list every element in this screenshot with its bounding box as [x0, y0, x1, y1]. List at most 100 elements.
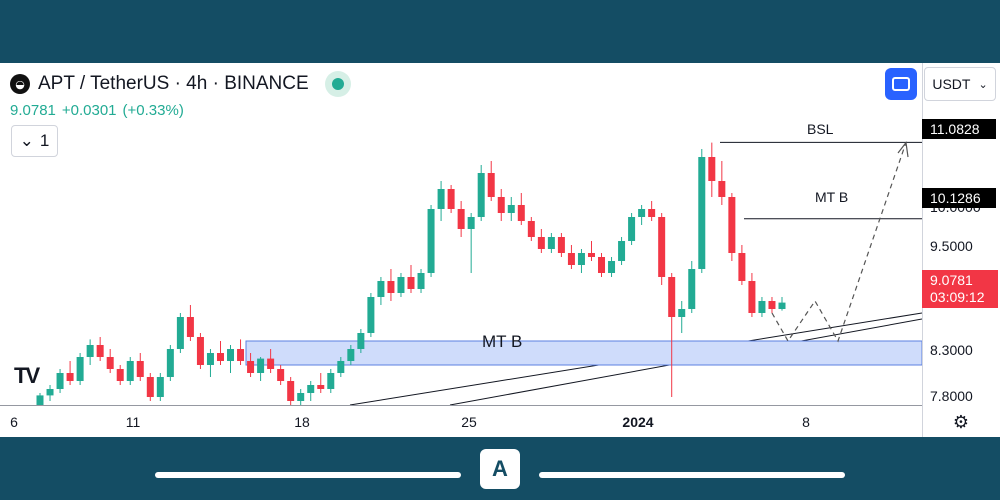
candle-body [638, 209, 646, 217]
candle-body [307, 385, 315, 393]
candle-body [136, 361, 144, 377]
candle-body [146, 377, 154, 397]
candle-body [46, 389, 54, 396]
chart-header: ◒ APT / TetherUS · 4h · BINANCE [10, 71, 351, 97]
candle-body [658, 217, 666, 277]
bsl-price-tag: 11.0828 [922, 119, 996, 139]
candle-body [477, 173, 485, 217]
y-tick-label: 8.3000 [930, 342, 973, 358]
x-tick-label: 8 [802, 414, 810, 430]
candle-body [36, 395, 44, 405]
zone-label: MT B [482, 332, 523, 351]
candle-body [698, 157, 706, 269]
candle-body [648, 209, 656, 217]
candle-body [537, 237, 545, 249]
candle-body [768, 301, 776, 309]
candle-body [327, 373, 335, 389]
candle-body [317, 385, 325, 389]
candle-body [598, 257, 606, 273]
candle-body [618, 241, 626, 261]
candle-body [76, 357, 84, 381]
collapse-legend-button[interactable]: ⌄ 1 [11, 125, 58, 157]
price-axis-border [922, 63, 923, 437]
candle-body [547, 237, 555, 249]
price-change: +0.0301 [61, 102, 117, 119]
symbol-title[interactable]: APT / TetherUS · 4h · BINANCE [38, 73, 309, 94]
last-price-tag-value: 9.0781 [930, 272, 973, 288]
price-summary: 9.0781 +0.0301 (+0.33%) [10, 102, 184, 119]
market-status-icon[interactable] [324, 71, 351, 97]
candle-body [517, 205, 525, 221]
projected-path-arrowhead [897, 141, 909, 158]
candle-body [227, 349, 235, 361]
candle-body [377, 281, 385, 297]
mtb-label: MT B [812, 189, 852, 205]
candle-body [66, 373, 74, 381]
candle-body [347, 349, 355, 361]
legend-count: 1 [39, 131, 50, 150]
x-tick-label: 2024 [622, 414, 654, 430]
candle-body [357, 333, 365, 349]
candle-body [166, 349, 174, 377]
candle-body [778, 302, 786, 309]
candle-body [267, 358, 275, 369]
footer-left-line [155, 472, 461, 478]
fullscreen-button[interactable] [885, 68, 917, 100]
candle-body [237, 349, 245, 361]
x-tick-label: 25 [461, 414, 477, 430]
candle-body [668, 277, 676, 317]
candle-body [86, 345, 94, 357]
candle-body [587, 253, 595, 257]
candle-body [337, 361, 345, 373]
time-axis-border [0, 405, 922, 406]
candle-body [457, 209, 465, 229]
candle-body [367, 297, 375, 333]
candle-body [427, 209, 435, 273]
candle-body [106, 357, 114, 369]
candle-body [116, 369, 124, 381]
tradingview-logo-icon[interactable]: TV [14, 363, 40, 388]
candle-body [287, 381, 295, 401]
candle-body [156, 377, 164, 397]
candle-body [297, 393, 305, 401]
candle-body [487, 173, 495, 197]
x-tick-label: 6 [10, 414, 18, 430]
currency-select[interactable]: USDT ⌄ [924, 67, 996, 101]
y-tick-label: 7.8000 [930, 388, 973, 404]
chart-frame: ◒ APT / TetherUS · 4h · BINANCE 9.0781 +… [0, 63, 1000, 437]
candle-body [608, 261, 616, 273]
candle-body [527, 221, 535, 237]
bsl-label: BSL [804, 121, 837, 137]
chart-canvas[interactable] [0, 63, 922, 405]
apt-logo-icon: ◒ [10, 74, 30, 94]
last-price: 9.0781 [10, 102, 56, 119]
last-price-tag: 9.0781 03:09:12 [922, 270, 998, 308]
candle-body [738, 253, 746, 281]
candle-body [507, 205, 515, 213]
candle-body [277, 369, 285, 381]
candle-body [567, 253, 575, 265]
candle-body [387, 281, 395, 293]
candle-body [437, 189, 445, 209]
gear-icon[interactable]: ⚙ [952, 411, 970, 432]
brand-logo-icon: A [480, 449, 520, 489]
candle-body [758, 301, 766, 313]
x-tick-label: 18 [294, 414, 310, 430]
x-tick-label: 11 [125, 414, 141, 430]
fullscreen-icon [892, 77, 910, 91]
candle-body [56, 373, 64, 389]
candle-body [397, 277, 405, 293]
mtb-price-tag: 10.1286 [922, 188, 996, 208]
candle-body [577, 253, 585, 265]
candle-body [186, 317, 194, 337]
candle-body [257, 358, 265, 373]
candle-body [126, 361, 134, 381]
chevron-down-icon: ⌄ [19, 131, 34, 150]
candle-body [467, 217, 475, 229]
bar-countdown: 03:09:12 [930, 289, 985, 305]
footer-right-line [539, 472, 845, 478]
candle-body [417, 273, 425, 289]
brand-letter: A [492, 456, 508, 481]
candle-body [247, 361, 255, 373]
candle-body [628, 217, 636, 241]
